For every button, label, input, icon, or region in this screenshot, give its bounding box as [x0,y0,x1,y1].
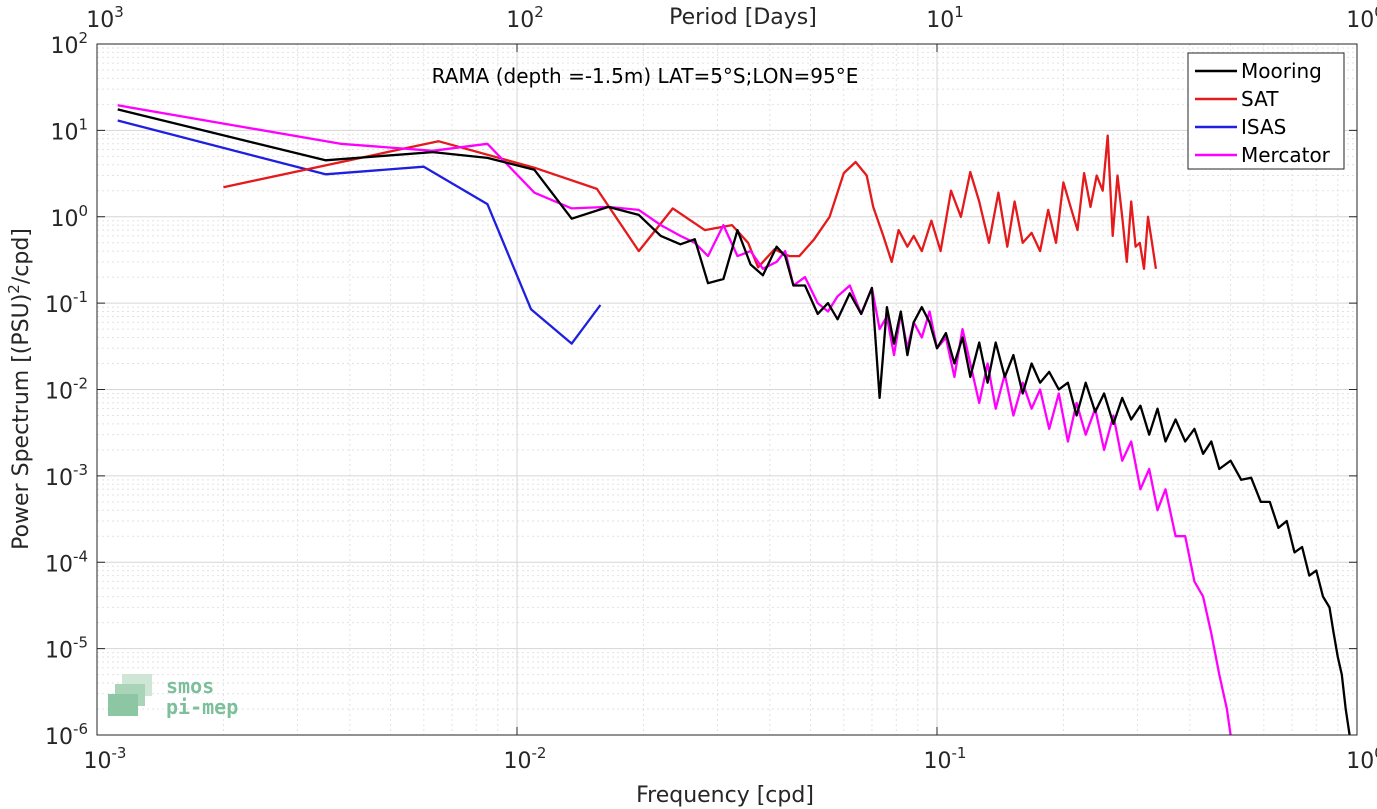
top-tick-label: 100 [1346,3,1377,33]
series-line-mooring [117,108,1351,736]
y-tick-label: 102 [50,29,88,59]
legend-label-isas: ISAS [1241,115,1286,139]
legend: Mooring SAT ISAS Mercator [1187,52,1345,170]
top-tick-label: 102 [506,3,544,33]
x-tick-label: 10-3 [84,744,127,774]
tick-marks [96,43,1358,736]
top-axis-label: Period [Days] [669,5,817,30]
y-tick-label: 100 [50,202,88,232]
legend-label-mooring: Mooring [1241,59,1322,83]
y-tick-label: 10-6 [45,720,88,750]
legend-label-mercator: Mercator [1241,143,1331,167]
top-tick-label: 103 [86,3,124,33]
logo-text-smos: smos [166,674,214,698]
x-tick-label: 10-1 [924,744,967,774]
y-tick-label: 10-1 [45,288,88,318]
top-tick-label: 101 [926,3,964,33]
series-line-isas [117,119,602,345]
y-tick-labels: 102 101 100 10-1 10-2 10-3 10-4 10-5 10-6 [45,29,88,750]
series-line-sat [223,134,1158,270]
smos-pi-mep-logo: smos pi-mep [108,674,238,719]
logo-text-pi-mep: pi-mep [166,695,238,719]
y-tick-label: 10-2 [45,375,88,405]
top-tick-labels: 103 102 101 100 [86,3,1377,33]
x-tick-label: 100 [1346,744,1377,774]
y-axis-label-main: Power Spectrum [(PSU) [9,294,34,550]
y-tick-label: 101 [50,115,88,145]
chart-title: RAMA (depth =-1.5m) LAT=5°S;LON=95°E [432,64,859,88]
y-axis-label-sup: 2 [5,284,23,294]
major-grid [96,43,1358,736]
y-tick-label: 10-5 [45,634,88,664]
y-axis-label: Power Spectrum [(PSU)2/cpd] [5,228,34,550]
x-axis-label: Frequency [cpd] [636,783,814,808]
logo-mark-front [108,694,138,716]
legend-label-sat: SAT [1241,87,1279,111]
legend-box [1187,52,1345,170]
x-tick-labels: 10-3 10-2 10-1 100 [84,744,1377,774]
series-layer [117,104,1351,736]
y-axis-label-tail: /cpd] [9,228,34,284]
x-tick-label: 10-2 [504,744,547,774]
y-tick-label: 10-4 [45,547,88,577]
y-tick-label: 10-3 [45,461,88,491]
